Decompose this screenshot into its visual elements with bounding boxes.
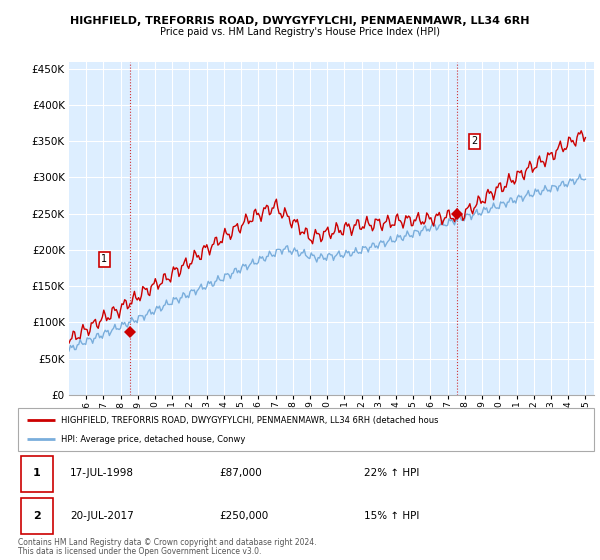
Text: 17-JUL-1998: 17-JUL-1998 bbox=[70, 469, 134, 478]
Bar bbox=[21, 498, 53, 534]
Text: £250,000: £250,000 bbox=[220, 511, 269, 521]
Text: HIGHFIELD, TREFORRIS ROAD, DWYGYFYLCHI, PENMAENMAWR, LL34 6RH: HIGHFIELD, TREFORRIS ROAD, DWYGYFYLCHI, … bbox=[70, 16, 530, 26]
Text: 1: 1 bbox=[33, 469, 41, 478]
Text: 1: 1 bbox=[101, 254, 107, 264]
Text: Price paid vs. HM Land Registry's House Price Index (HPI): Price paid vs. HM Land Registry's House … bbox=[160, 27, 440, 37]
Bar bbox=[21, 456, 53, 492]
Text: 20-JUL-2017: 20-JUL-2017 bbox=[70, 511, 134, 521]
Text: Contains HM Land Registry data © Crown copyright and database right 2024.: Contains HM Land Registry data © Crown c… bbox=[18, 539, 317, 548]
Text: 2: 2 bbox=[33, 511, 41, 521]
Text: £87,000: £87,000 bbox=[220, 469, 262, 478]
Text: 15% ↑ HPI: 15% ↑ HPI bbox=[364, 511, 419, 521]
Text: 22% ↑ HPI: 22% ↑ HPI bbox=[364, 469, 419, 478]
Text: 2: 2 bbox=[471, 136, 478, 146]
Text: HIGHFIELD, TREFORRIS ROAD, DWYGYFYLCHI, PENMAENMAWR, LL34 6RH (detached hous: HIGHFIELD, TREFORRIS ROAD, DWYGYFYLCHI, … bbox=[61, 416, 439, 424]
Text: This data is licensed under the Open Government Licence v3.0.: This data is licensed under the Open Gov… bbox=[18, 548, 262, 557]
Text: HPI: Average price, detached house, Conwy: HPI: Average price, detached house, Conw… bbox=[61, 435, 245, 444]
